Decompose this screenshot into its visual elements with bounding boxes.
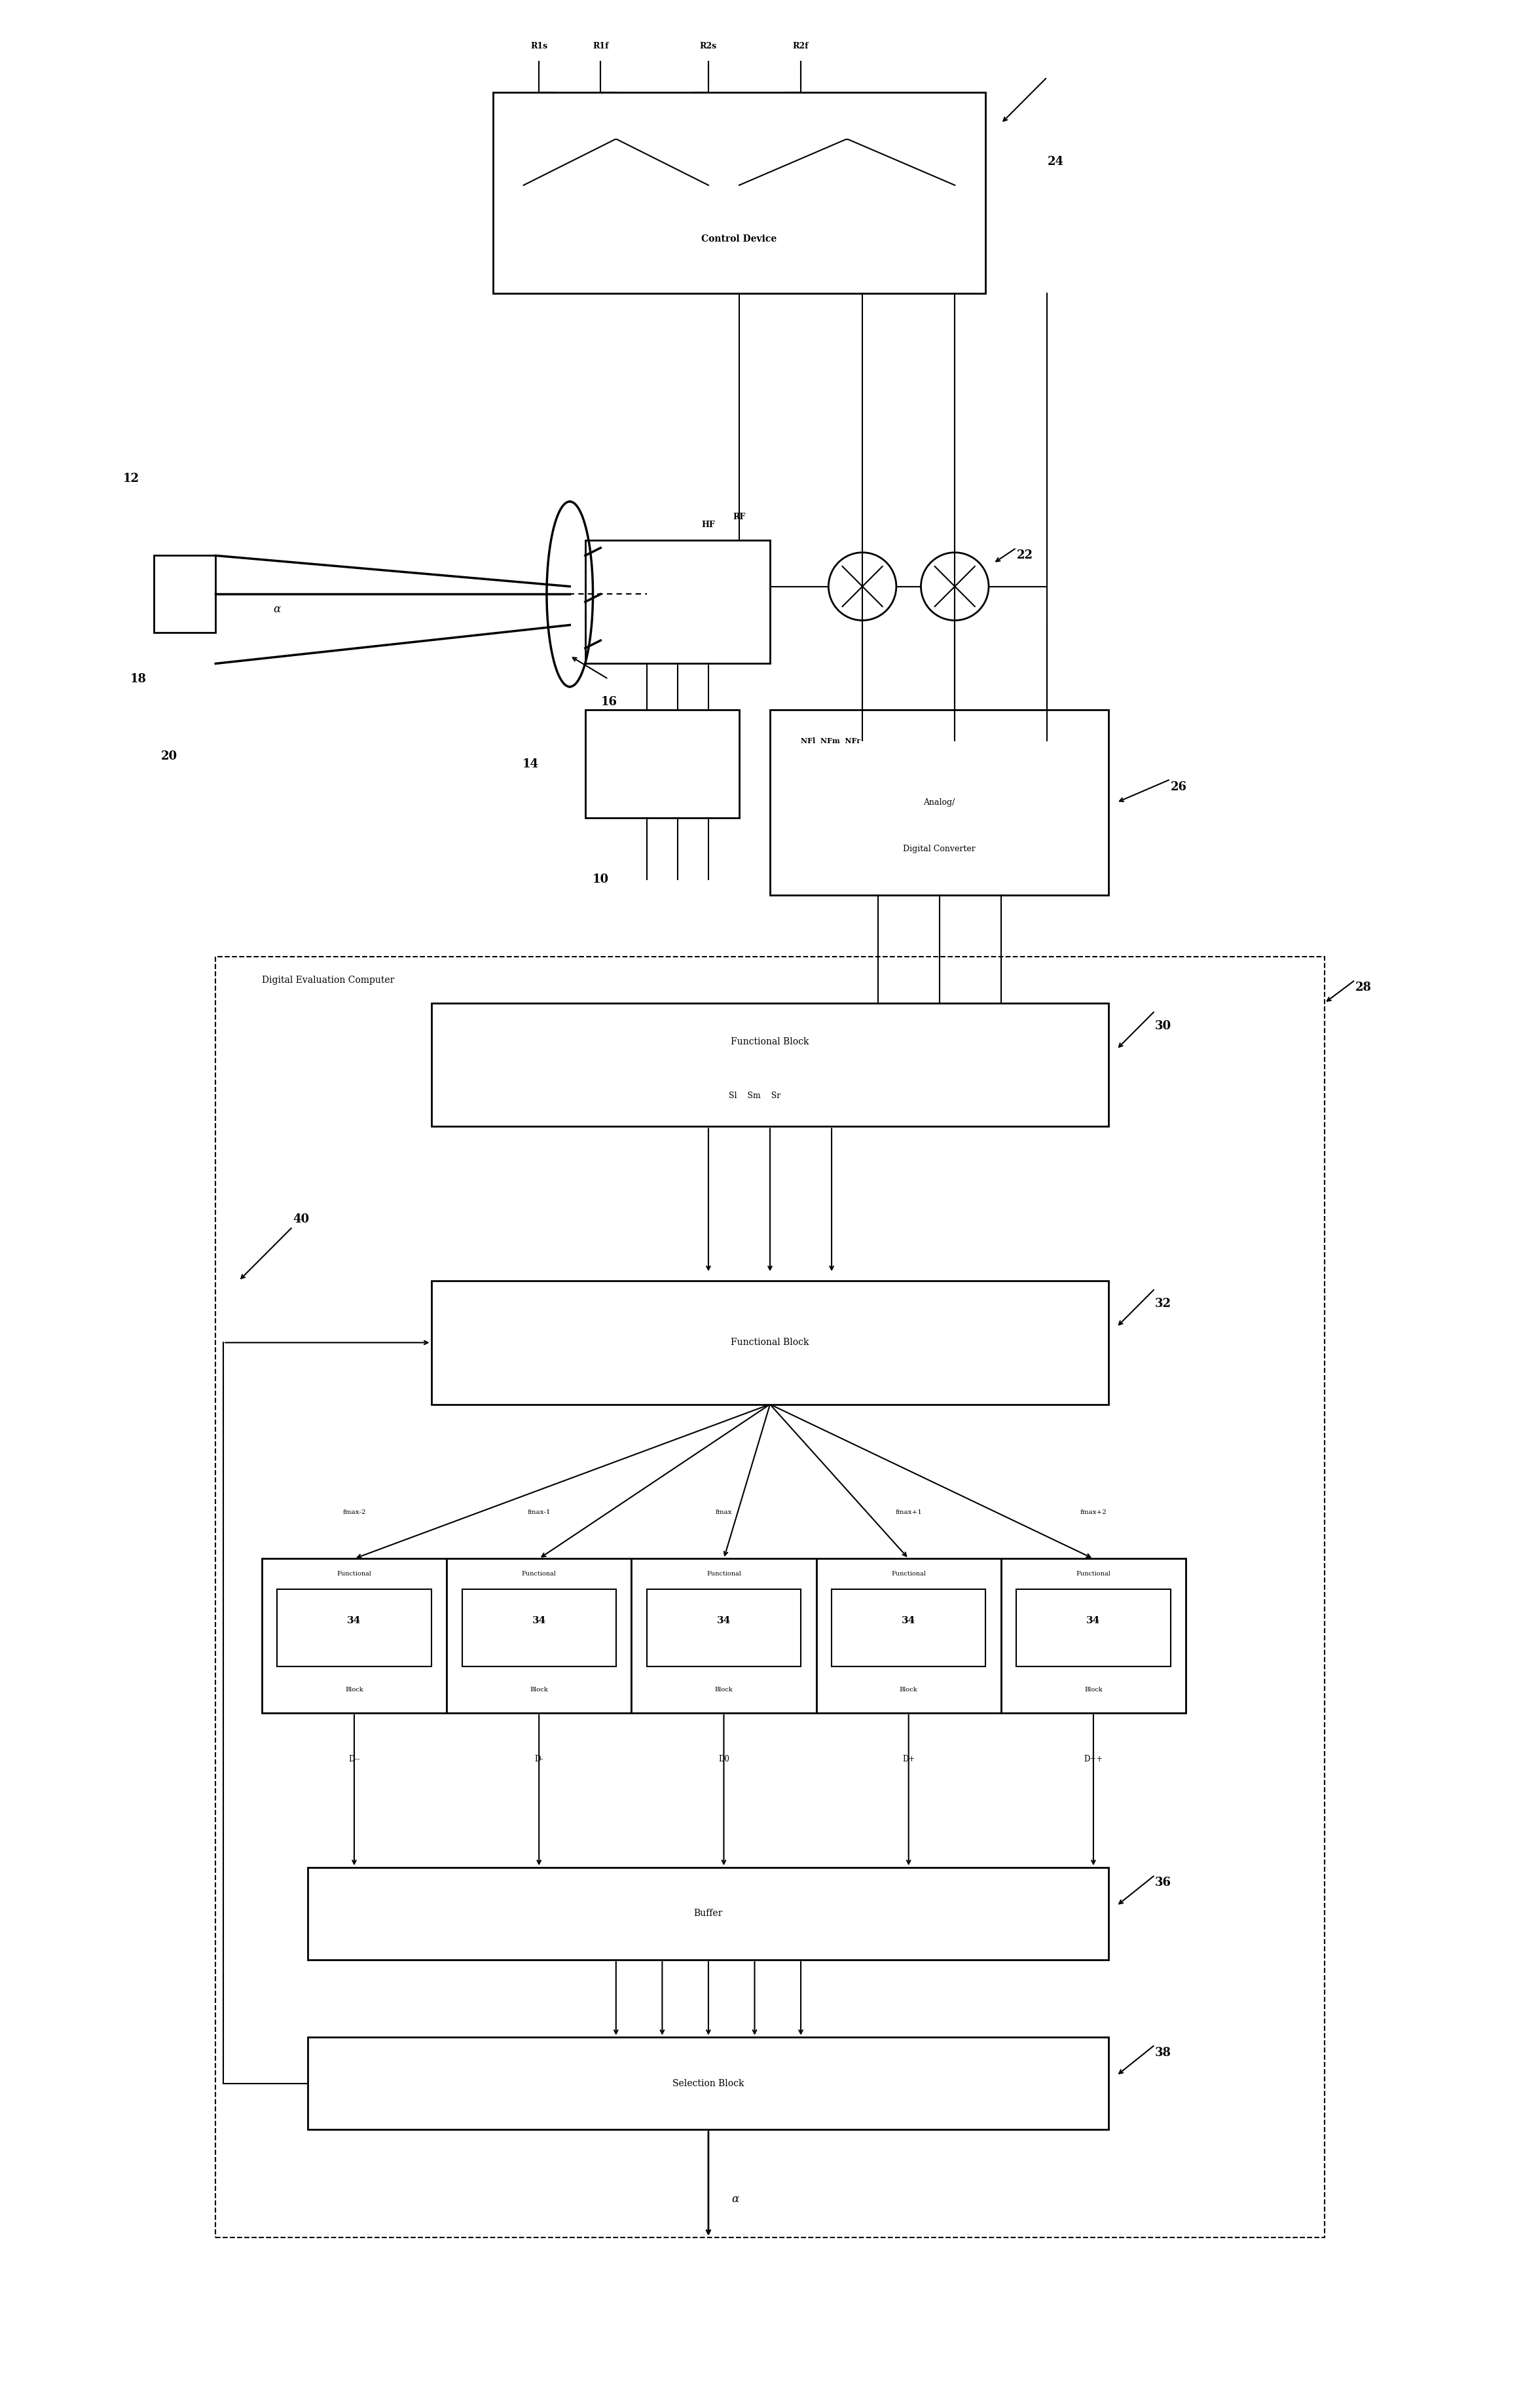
Bar [431,1280,1109,1404]
Text: 34: 34 [1086,1617,1101,1624]
Bar [262,1560,447,1713]
Text: α: α [274,605,280,615]
Bar [493,93,986,294]
Text: D-: D- [534,1756,544,1763]
Bar [631,1560,816,1713]
Text: 36: 36 [1155,1878,1172,1890]
Text: Selection Block: Selection Block [673,2079,744,2088]
Text: 22: 22 [1016,550,1033,562]
Text: 32: 32 [1155,1299,1172,1311]
Text: 20: 20 [162,751,177,763]
Text: 14: 14 [522,758,539,770]
Text: Functional: Functional [337,1572,371,1576]
Bar [154,555,216,634]
Text: D--: D-- [348,1756,360,1763]
Text: Digital Converter: Digital Converter [902,844,976,854]
Text: 24: 24 [1047,155,1064,167]
Bar [216,957,1324,2237]
Text: R2f: R2f [793,43,808,50]
Text: D++: D++ [1084,1756,1103,1763]
Text: 10: 10 [593,873,608,885]
Text: 18: 18 [131,672,146,684]
Bar [770,710,1109,895]
Text: Control Device: Control Device [701,234,778,244]
Text: 30: 30 [1155,1021,1172,1031]
Text: Analog/: Analog/ [924,799,955,806]
Text: Functional: Functional [522,1572,556,1576]
Bar [832,1591,986,1667]
Text: R1f: R1f [593,43,608,50]
Bar [647,1591,801,1667]
Bar [816,1560,1001,1713]
Text: Functional: Functional [1076,1572,1110,1576]
Text: Block: Block [530,1686,548,1694]
Text: 34: 34 [347,1617,362,1624]
Bar [277,1591,431,1667]
Bar [1001,1560,1186,1713]
Text: Sl    Sm    Sr: Sl Sm Sr [728,1091,781,1100]
Text: fmax-2: fmax-2 [342,1509,367,1514]
Text: 38: 38 [1155,2048,1172,2060]
Text: D0: D0 [718,1756,730,1763]
Text: HF: HF [702,521,715,529]
Text: 16: 16 [601,696,618,708]
Bar [462,1591,616,1667]
Text: 12: 12 [123,474,140,483]
Text: R2s: R2s [699,43,718,50]
Text: Block: Block [899,1686,918,1694]
Text: R1s: R1s [530,43,548,50]
Text: fmax-1: fmax-1 [527,1509,551,1514]
Text: 26: 26 [1170,782,1187,792]
Text: Buffer: Buffer [695,1909,722,1918]
Text: Functional: Functional [707,1572,741,1576]
Bar [308,2038,1109,2129]
Text: Functional Block: Functional Block [732,1337,809,1347]
Bar [431,1002,1109,1127]
Text: NFl  NFm  NFr: NFl NFm NFr [801,737,861,744]
Text: Functional: Functional [892,1572,926,1576]
Text: fmax+2: fmax+2 [1080,1509,1107,1514]
Text: Block: Block [345,1686,363,1694]
Text: Digital Evaluation Computer: Digital Evaluation Computer [262,976,394,986]
Bar [1016,1591,1170,1667]
Text: RF: RF [733,512,745,521]
Bar [585,541,770,663]
Text: Functional Block: Functional Block [732,1038,809,1045]
Text: Block: Block [1084,1686,1103,1694]
Text: 40: 40 [293,1213,310,1225]
Text: D+: D+ [902,1756,915,1763]
Text: 28: 28 [1355,981,1372,993]
Text: fmax+1: fmax+1 [895,1509,922,1514]
Bar [308,1868,1109,1959]
Text: α: α [732,2193,739,2205]
Text: fmax: fmax [716,1509,732,1514]
Text: 34: 34 [531,1617,547,1624]
Text: 34: 34 [901,1617,916,1624]
Text: Block: Block [715,1686,733,1694]
Bar [585,710,739,818]
Text: 34: 34 [716,1617,732,1624]
Bar [447,1560,631,1713]
